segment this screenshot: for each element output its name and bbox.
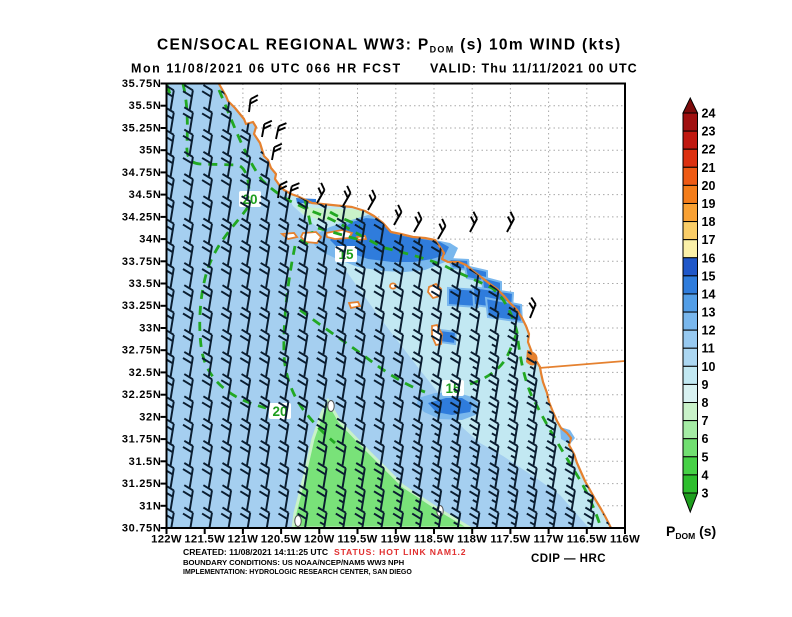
svg-text:33N: 33N — [139, 323, 161, 335]
svg-text:19: 19 — [702, 197, 716, 211]
svg-text:15: 15 — [702, 269, 716, 283]
svg-text:31N: 31N — [139, 500, 161, 512]
svg-text:119W: 119W — [381, 534, 411, 546]
svg-text:119.5W: 119.5W — [337, 534, 377, 546]
svg-text:VALID: Thu 11/11/2021 00 UTC: VALID: Thu 11/11/2021 00 UTC — [430, 62, 638, 76]
svg-text:9: 9 — [702, 378, 709, 392]
svg-text:20: 20 — [702, 179, 716, 193]
svg-text:33.75N: 33.75N — [122, 256, 162, 268]
svg-text:34.5N: 34.5N — [129, 189, 162, 201]
svg-text:7: 7 — [702, 414, 709, 428]
svg-text:116.5W: 116.5W — [567, 534, 607, 546]
svg-text:33.25N: 33.25N — [122, 300, 162, 312]
svg-text:22: 22 — [702, 143, 716, 157]
svg-text:5: 5 — [702, 450, 709, 464]
svg-text:12: 12 — [702, 324, 716, 338]
svg-text:20: 20 — [242, 192, 257, 207]
svg-text:16: 16 — [702, 251, 716, 265]
svg-text:Mon 11/08/2021 06 UTC 066 HR F: Mon 11/08/2021 06 UTC 066 HR FCST — [131, 62, 402, 76]
svg-text:31.5N: 31.5N — [129, 456, 162, 468]
svg-text:121.5W: 121.5W — [184, 534, 225, 546]
svg-text:20: 20 — [272, 404, 287, 419]
svg-text:CREATED: 11/08/2021 14:11:25 U: CREATED: 11/08/2021 14:11:25 UTC — [183, 547, 328, 557]
svg-text:8: 8 — [702, 396, 709, 410]
svg-text:35.25N: 35.25N — [122, 122, 162, 134]
svg-text:23: 23 — [702, 125, 716, 139]
svg-text:31.25N: 31.25N — [122, 478, 162, 490]
svg-text:CEN/SOCAL REGIONAL WW3: PDOM (: CEN/SOCAL REGIONAL WW3: PDOM (s) 10m WIN… — [157, 37, 622, 55]
svg-text:STATUS: HOT LINK NAM1.2: STATUS: HOT LINK NAM1.2 — [334, 547, 466, 557]
svg-text:21: 21 — [702, 161, 716, 175]
svg-text:34.75N: 34.75N — [122, 167, 162, 179]
svg-text:CDIP — HRC: CDIP — HRC — [531, 553, 606, 565]
svg-text:24: 24 — [702, 107, 716, 121]
svg-text:32N: 32N — [139, 411, 161, 423]
svg-text:4: 4 — [702, 468, 709, 482]
svg-text:120.5W: 120.5W — [261, 534, 302, 546]
svg-text:33.5N: 33.5N — [129, 278, 162, 290]
svg-text:32.75N: 32.75N — [122, 345, 162, 357]
svg-text:6: 6 — [702, 432, 709, 446]
svg-text:34.25N: 34.25N — [122, 211, 162, 223]
svg-text:IMPLEMENTATION: HYDROLOGIC RES: IMPLEMENTATION: HYDROLOGIC RESEARCH CENT… — [183, 569, 412, 576]
svg-text:10: 10 — [702, 360, 716, 374]
svg-text:34N: 34N — [139, 234, 161, 246]
svg-text:30.75N: 30.75N — [122, 523, 162, 535]
svg-text:118W: 118W — [457, 534, 487, 546]
svg-text:116W: 116W — [610, 534, 640, 546]
svg-text:118.5W: 118.5W — [414, 534, 454, 546]
svg-text:35N: 35N — [139, 145, 161, 157]
svg-text:35.5N: 35.5N — [129, 100, 162, 112]
svg-text:17: 17 — [702, 233, 716, 247]
svg-text:35.75N: 35.75N — [122, 78, 162, 90]
svg-text:121W: 121W — [228, 534, 259, 546]
svg-text:14: 14 — [702, 288, 716, 302]
svg-text:18: 18 — [702, 215, 716, 229]
svg-text:32.25N: 32.25N — [122, 389, 162, 401]
svg-text:31.75N: 31.75N — [122, 434, 162, 446]
svg-text:32.5N: 32.5N — [129, 367, 162, 379]
svg-text:117W: 117W — [534, 534, 564, 546]
svg-text:13: 13 — [702, 306, 716, 320]
svg-text:120W: 120W — [304, 534, 335, 546]
svg-text:122W: 122W — [151, 534, 182, 546]
svg-text:BOUNDARY CONDITIONS: US NOAA/N: BOUNDARY CONDITIONS: US NOAA/NCEP/NAM5 W… — [183, 558, 405, 567]
svg-text:3: 3 — [702, 487, 709, 501]
svg-text:117.5W: 117.5W — [490, 534, 530, 546]
svg-text:11: 11 — [702, 342, 715, 356]
